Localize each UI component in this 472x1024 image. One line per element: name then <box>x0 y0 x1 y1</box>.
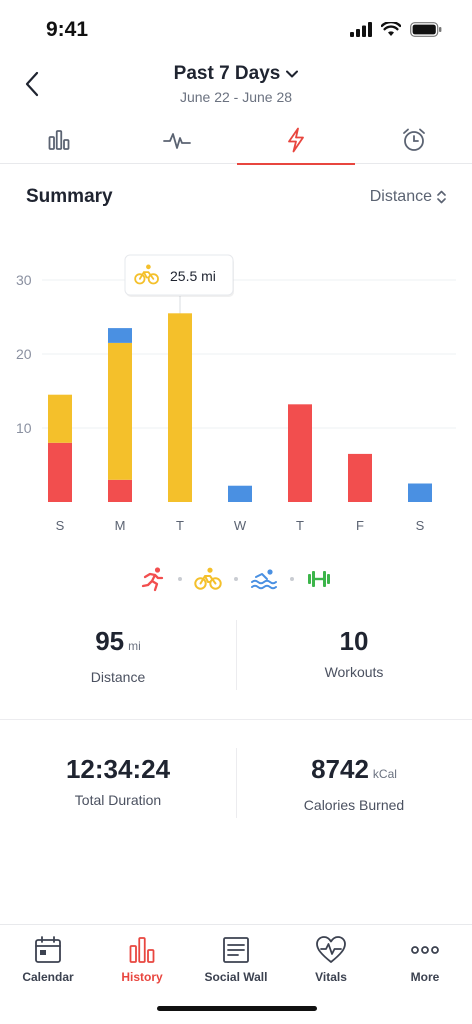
bar-chart-icon <box>48 130 70 150</box>
divider <box>236 748 237 818</box>
y-tick-label: 10 <box>16 420 32 436</box>
calories-label: Calories Burned <box>303 797 405 813</box>
more-dots-icon <box>411 946 439 954</box>
nav-more-label: More <box>410 970 440 984</box>
nav-history-label: History <box>121 970 163 984</box>
distance-chart: 10 20 30 S M T W T F S 25.5 mi <box>16 254 456 533</box>
back-button[interactable] <box>14 66 50 102</box>
date-range-subtitle: June 22 - June 28 <box>179 89 293 105</box>
heart-pulse-icon <box>316 936 346 963</box>
x-tick-label: T <box>296 518 304 533</box>
workouts-label: Workouts <box>324 664 384 680</box>
stats-row-secondary: 12:34:24 Total Duration 8742 kCal Calorie… <box>0 748 472 838</box>
duration-value: 12:34:24 <box>65 754 171 784</box>
distance-unit: mi <box>128 639 141 653</box>
cycling-icon <box>134 264 159 285</box>
bar-bike <box>168 313 192 502</box>
stat-distance: 95 mi Distance <box>0 620 236 685</box>
legend-separator <box>234 577 238 581</box>
legend-separator <box>290 577 294 581</box>
metric-selector[interactable]: Distance <box>370 188 446 206</box>
tab-pulse[interactable] <box>118 116 236 164</box>
chevron-left-icon <box>25 71 39 97</box>
nav-history[interactable]: History <box>95 935 189 995</box>
duration-label: Total Duration <box>74 792 162 808</box>
swimming-icon[interactable] <box>250 568 278 590</box>
cycling-icon[interactable] <box>194 567 222 591</box>
tooltip-label: 25.5 mi <box>170 268 216 284</box>
home-indicator <box>157 1006 317 1011</box>
bar-chart-icon <box>129 937 155 963</box>
calories-value: 8742 <box>311 754 369 784</box>
status-icons <box>350 22 442 37</box>
bar-swim <box>228 485 252 502</box>
y-tick-label: 20 <box>16 346 32 362</box>
stat-workouts: 10 Workouts <box>236 620 472 680</box>
y-tick-label: 30 <box>16 272 32 288</box>
bar-bike <box>108 342 132 480</box>
view-tabs <box>0 116 472 165</box>
tab-alarm[interactable] <box>355 116 472 164</box>
tab-lightning[interactable] <box>237 116 355 165</box>
divider <box>236 620 237 690</box>
bar-swim <box>408 483 432 502</box>
distance-value: 95 <box>95 626 125 656</box>
x-tick-label: M <box>115 518 126 533</box>
nav-social-wall[interactable]: Social Wall <box>189 935 283 995</box>
distance-label: Distance <box>90 669 146 685</box>
stats-row-primary: 95 mi Distance 10 Workouts <box>0 620 472 720</box>
x-tick-label: S <box>56 518 65 533</box>
pulse-icon <box>163 133 191 149</box>
stat-calories: 8742 kCal Calories Burned <box>236 748 472 813</box>
metric-selector-label: Distance <box>369 188 432 205</box>
status-bar: 9:41 <box>0 0 472 56</box>
workouts-value: 10 <box>339 626 369 656</box>
running-icon[interactable] <box>140 566 166 592</box>
nav-vitals[interactable]: Vitals <box>284 935 378 995</box>
calories-unit: kCal <box>372 767 397 781</box>
calendar-icon <box>35 936 61 963</box>
nav-social-wall-label: Social Wall <box>204 970 268 984</box>
x-tick-label: S <box>416 518 425 533</box>
date-range-selector[interactable]: Past 7 Days <box>0 63 472 85</box>
bar-bike <box>48 394 72 443</box>
bar-swim <box>108 328 132 343</box>
tab-bar-chart[interactable] <box>0 116 118 164</box>
strength-icon[interactable] <box>306 569 332 589</box>
signal-icon <box>350 22 372 37</box>
nav-header: Past 7 Days June 22 - June 28 <box>0 56 472 116</box>
wifi-icon <box>381 22 401 36</box>
alarm-clock-icon <box>403 128 425 151</box>
nav-more[interactable]: More <box>378 935 472 995</box>
status-time: 9:41 <box>46 18 89 41</box>
x-tick-label: T <box>176 518 184 533</box>
nav-calendar-label: Calendar <box>22 970 74 984</box>
chevron-down-icon <box>286 70 299 78</box>
bar-run <box>108 479 132 502</box>
newsfeed-icon <box>223 937 249 963</box>
page-title: Past 7 Days <box>173 63 281 84</box>
lightning-icon <box>288 127 304 153</box>
legend-separator <box>178 577 182 581</box>
nav-vitals-label: Vitals <box>315 970 347 984</box>
nav-calendar[interactable]: Calendar <box>1 935 95 995</box>
bar-run <box>288 404 312 502</box>
activity-legend <box>0 564 472 594</box>
sort-arrows-icon <box>437 190 446 204</box>
x-tick-label: W <box>234 518 247 533</box>
bar-run <box>348 453 372 502</box>
bar-run <box>48 442 72 502</box>
x-tick-label: F <box>356 518 364 533</box>
tooltip-box <box>124 254 234 296</box>
battery-icon <box>410 22 442 37</box>
summary-title: Summary <box>26 186 113 207</box>
stat-duration: 12:34:24 Total Duration <box>0 748 236 808</box>
